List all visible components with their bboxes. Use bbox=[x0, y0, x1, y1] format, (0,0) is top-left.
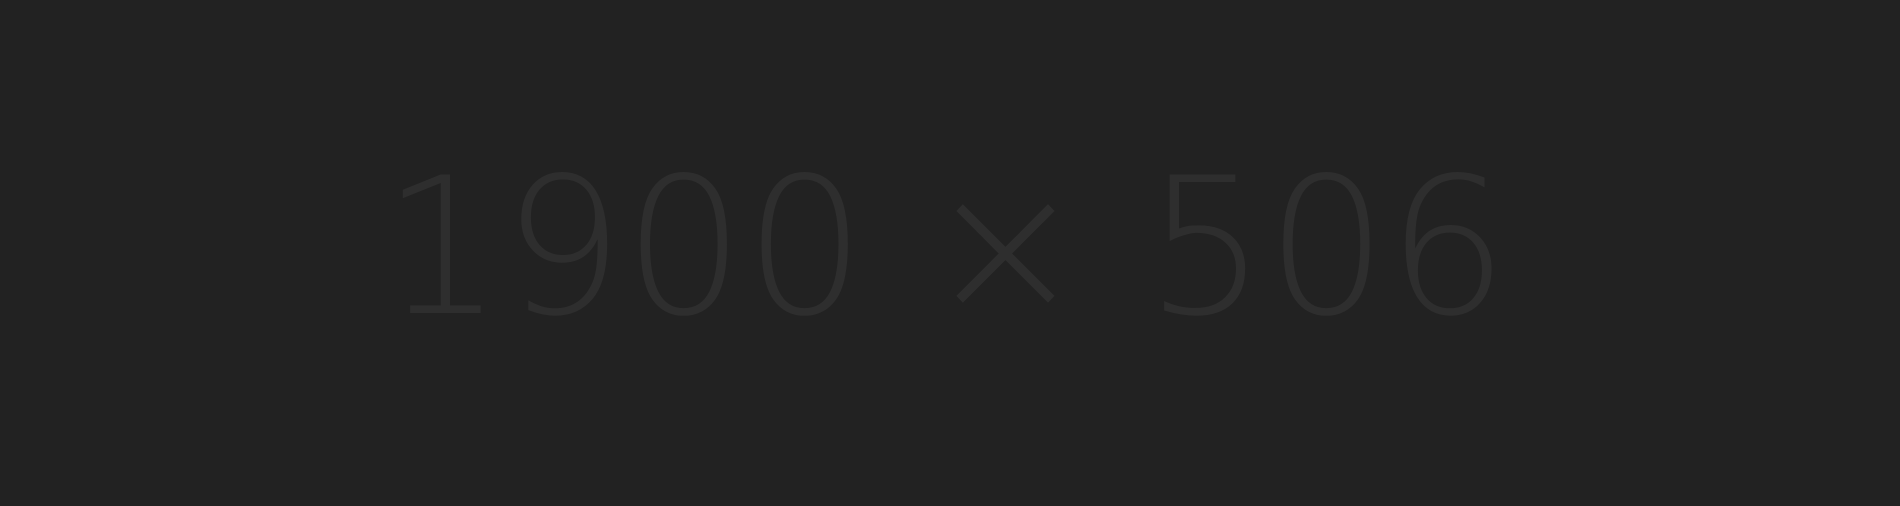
dimensions-label: 1900 × 506 bbox=[381, 137, 1509, 358]
